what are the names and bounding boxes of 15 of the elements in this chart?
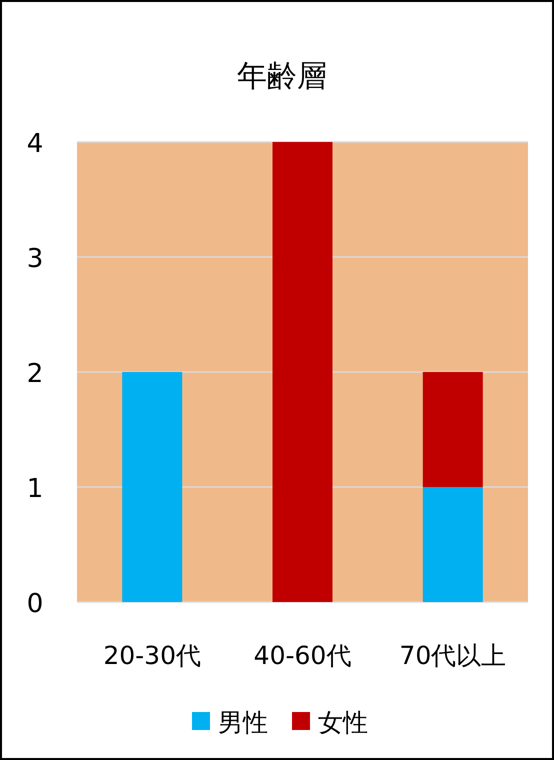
y-tick-label: 1 [26, 474, 44, 504]
bar [422, 372, 483, 487]
bar [272, 142, 332, 602]
x-tick-label: 20-30代 [103, 641, 201, 670]
y-tick-label: 0 [26, 589, 44, 619]
x-tick-label: 40-60代 [254, 641, 352, 670]
y-tick-label: 2 [26, 359, 44, 389]
chart-title: 年齢層 [237, 59, 327, 94]
y-tick-label: 3 [26, 244, 44, 274]
bar [422, 487, 483, 602]
bar [122, 372, 182, 602]
legend-label: 女性 [318, 708, 368, 737]
legend-label: 男性 [218, 708, 268, 737]
x-tick-label: 70代以上 [399, 641, 506, 670]
y-tick-label: 4 [26, 129, 44, 159]
